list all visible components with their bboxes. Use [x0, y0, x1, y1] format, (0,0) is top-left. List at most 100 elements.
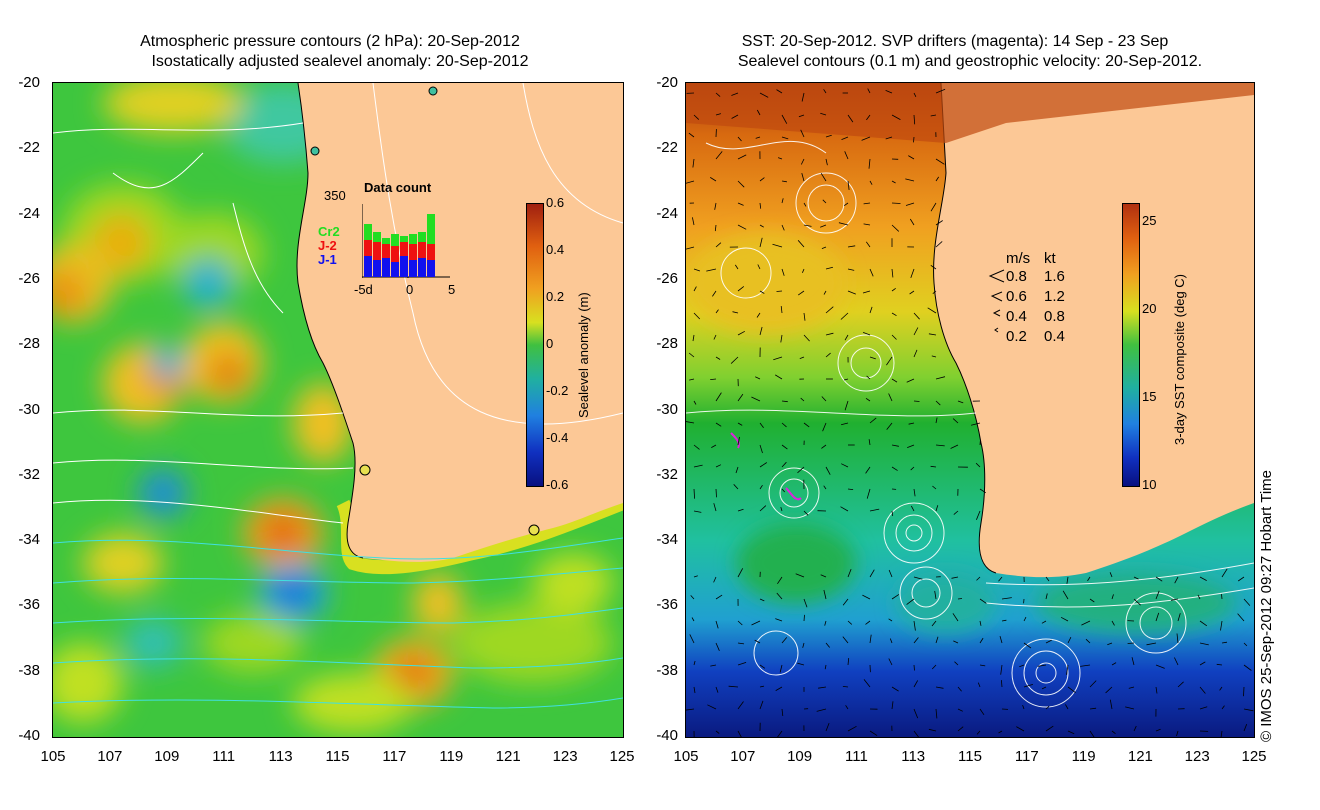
- velocity-arrow: [869, 569, 875, 578]
- velocity-arrow: [776, 592, 783, 600]
- left-ytick-1: -22: [18, 139, 40, 157]
- velocity-arrow: [715, 356, 721, 360]
- velocity-arrow: [1155, 664, 1165, 669]
- velocity-arrow: [781, 198, 784, 204]
- velocity-arrow: [954, 661, 959, 666]
- velocity-arrow: [759, 422, 764, 429]
- velocity-arrow: [888, 569, 893, 578]
- velocity-row-3-ms: 0.2: [1006, 328, 1027, 345]
- velocity-arrow: [891, 594, 900, 600]
- velocity-arrow: [781, 114, 788, 124]
- velocity-arrow: [847, 245, 856, 248]
- right-ytick-0: -20: [656, 74, 678, 91]
- velocity-arrow: [737, 701, 744, 710]
- velocity-arrow: [693, 575, 698, 578]
- velocity-arrow: [1107, 642, 1113, 646]
- velocity-arrow: [1243, 723, 1248, 732]
- velocity-arrow: [1111, 730, 1116, 735]
- velocity-arrow: [710, 378, 717, 380]
- velocity-arrow: [1023, 642, 1032, 649]
- velocity-arrow: [751, 620, 761, 626]
- velocity-legend: m/s kt 0.8 1.6 0.6 1.2 0.4 0.8 0.2 0.4: [988, 250, 1098, 350]
- velocity-arrow: [844, 400, 849, 411]
- velocity-arrow: [935, 417, 938, 424]
- velocity-arrow: [777, 730, 783, 737]
- velocity-arrow: [867, 88, 871, 94]
- velocity-arrow: [759, 505, 767, 512]
- velocity-arrow: [847, 180, 850, 190]
- velocity-arrow: [935, 686, 944, 689]
- velocity-arrow: [825, 466, 831, 475]
- velocity-arrow: [759, 326, 763, 336]
- velocity-arrow: [840, 422, 849, 426]
- velocity-arrow: [891, 686, 899, 692]
- velocity-arrow: [737, 202, 744, 206]
- velocity-arrow: [713, 334, 717, 340]
- velocity-row-3-kt: 0.4: [1044, 328, 1065, 345]
- velocity-arrow: [737, 422, 743, 426]
- velocity-arrow: [891, 224, 900, 232]
- velocity-arrow: [891, 312, 897, 317]
- velocity-arrow: [913, 114, 916, 125]
- velocity-arrow: [781, 268, 785, 276]
- left-xtick-2: 109: [154, 748, 180, 765]
- velocity-arrow: [737, 642, 745, 645]
- velocity-arrow: [693, 114, 700, 120]
- velocity-arrow: [686, 246, 695, 250]
- velocity-arrow: [891, 444, 899, 447]
- velocity-arrow: [693, 488, 695, 499]
- velocity-arrow: [913, 92, 917, 97]
- velocity-arrow: [930, 465, 937, 468]
- velocity-arrow: [800, 158, 805, 165]
- velocity-arrow: [1045, 725, 1054, 732]
- velocity-arrow: [979, 637, 984, 644]
- velocity-arrow: [885, 136, 893, 140]
- velocity-arrow: [935, 88, 946, 94]
- velocity-arrow: [847, 290, 856, 295]
- velocity-arrow: [759, 237, 763, 248]
- velocity-arrow: [780, 334, 783, 343]
- velocity-header-ms: m/s: [1006, 250, 1031, 267]
- sealevel-colorbar-tick-3: 0: [546, 336, 554, 351]
- velocity-arrow: [715, 642, 720, 651]
- velocity-arrow: [715, 620, 719, 629]
- velocity-arrow: [776, 290, 783, 292]
- left-ytick-2: -24: [18, 204, 40, 222]
- velocity-arrow: [931, 620, 937, 627]
- right-ytick-10: -40: [656, 727, 678, 744]
- velocity-arrow: [891, 510, 894, 517]
- velocity-arrow: [803, 334, 810, 342]
- velocity-arrow: [803, 510, 809, 516]
- velocity-arrow: [1199, 576, 1207, 581]
- velocity-arrow: [953, 510, 959, 515]
- left-ytick-0: -20: [18, 74, 40, 91]
- velocity-arrow: [913, 136, 915, 143]
- velocity-arrow: [913, 576, 923, 580]
- right-xtick-7: 119: [1071, 748, 1096, 765]
- velocity-arrow: [885, 90, 893, 94]
- velocity-arrow: [847, 268, 855, 271]
- sst-map: [686, 83, 1254, 737]
- velocity-arrow: [891, 114, 901, 120]
- velocity-arrow: [1243, 642, 1248, 647]
- right-map: [685, 82, 1255, 738]
- velocity-arrow: [690, 595, 695, 600]
- velocity-arrow: [840, 506, 849, 512]
- velocity-arrow: [1155, 686, 1158, 694]
- velocity-arrow: [693, 400, 697, 405]
- velocity-arrow: [759, 700, 764, 710]
- velocity-arrow: [823, 485, 827, 490]
- velocity-arrow: [825, 722, 830, 732]
- velocity-arrow: [759, 664, 766, 669]
- velocity-arrow: [1131, 657, 1135, 666]
- velocity-legend-arrows: [988, 269, 1005, 333]
- velocity-arrow: [821, 246, 827, 249]
- velocity-arrow: [935, 636, 939, 644]
- velocity-arrow: [1170, 598, 1179, 601]
- velocity-arrow: [1109, 699, 1113, 710]
- velocity-arrow: [910, 466, 915, 471]
- velocity-arrow: [759, 484, 763, 490]
- velocity-arrow: [891, 701, 894, 710]
- velocity-arrow: [803, 312, 806, 321]
- velocity-arrow: [781, 180, 787, 183]
